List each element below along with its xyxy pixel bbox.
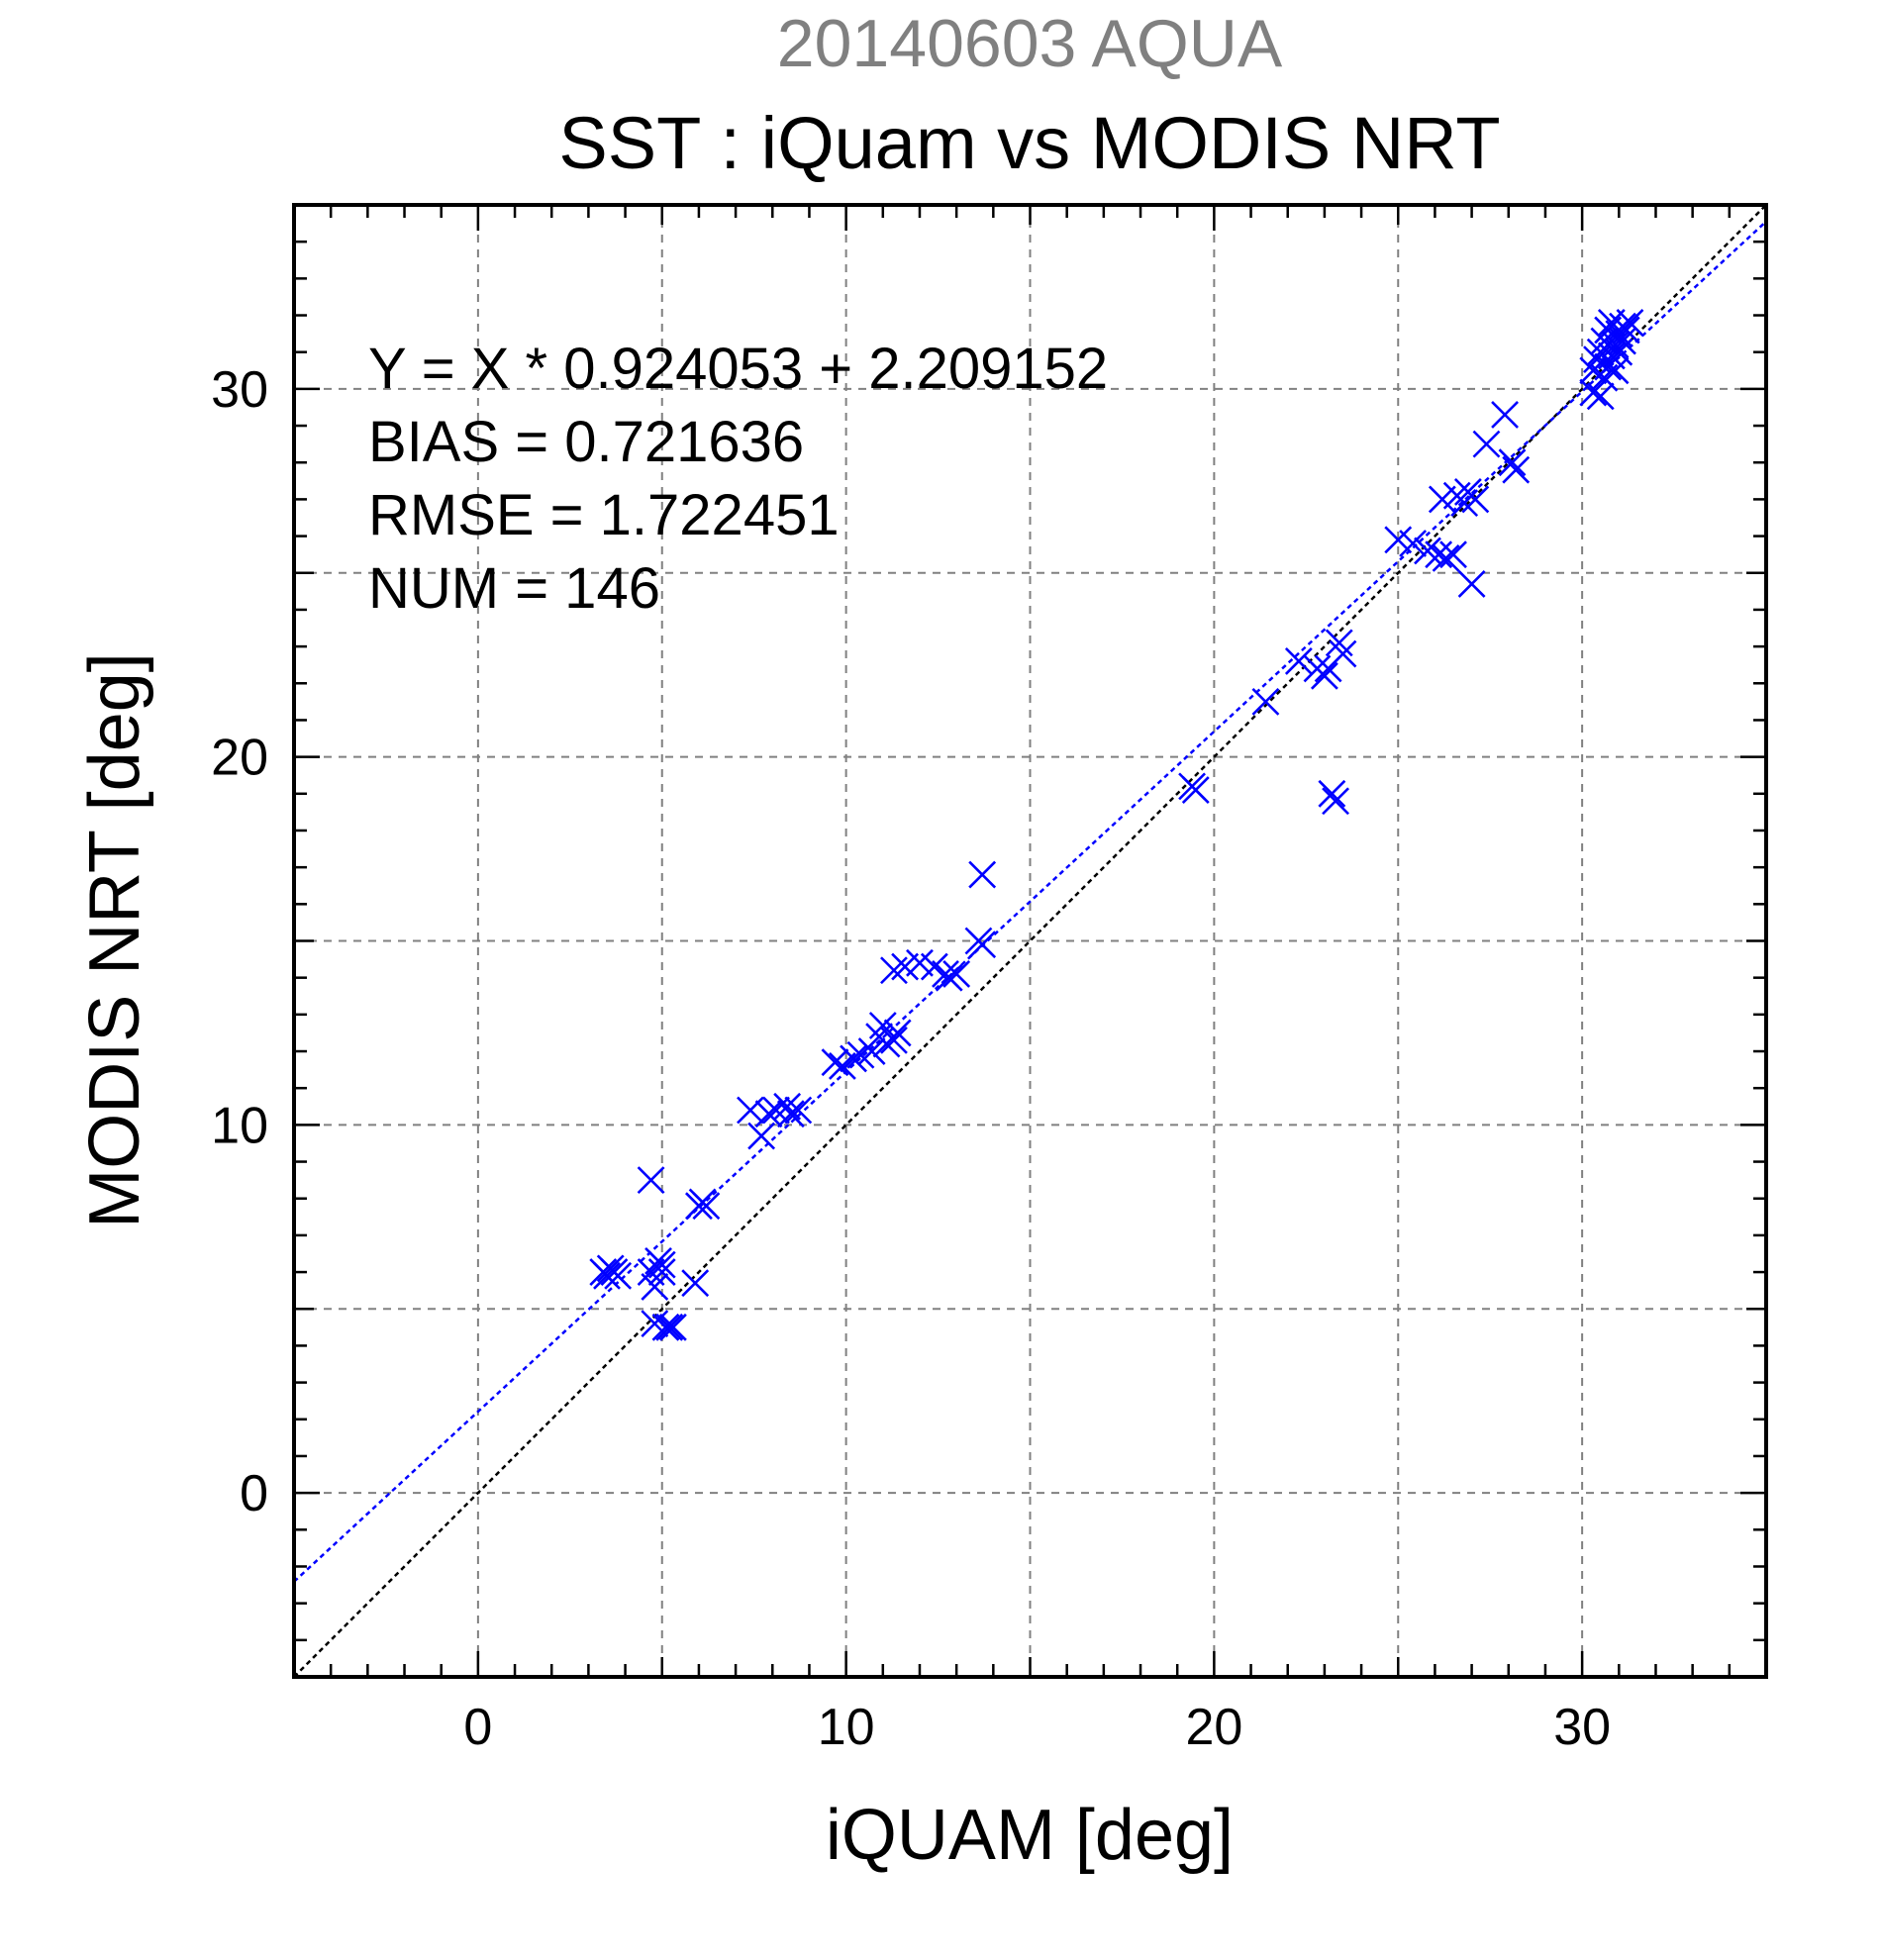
data-point	[1310, 661, 1338, 690]
data-point	[692, 1192, 721, 1221]
data-points	[589, 309, 1644, 1341]
data-point	[647, 1258, 676, 1286]
data-point	[747, 1122, 776, 1150]
data-point	[647, 1250, 676, 1279]
data-point	[1181, 776, 1210, 805]
bias-value: BIAS = 0.721636	[368, 410, 804, 474]
data-point	[1450, 489, 1479, 518]
data-point	[883, 1019, 912, 1047]
data-point	[1457, 569, 1486, 598]
data-point	[1579, 378, 1608, 407]
data-point	[1491, 400, 1519, 429]
y-axis-label: MODIS NRT [deg]	[75, 652, 154, 1228]
data-point	[1414, 537, 1441, 565]
data-point	[1472, 430, 1501, 458]
plot-frame	[292, 203, 1768, 1679]
annotations: Y = X * 0.924053 + 2.209152 BIAS = 0.721…	[368, 337, 1108, 621]
data-point	[641, 1273, 669, 1301]
data-point	[1498, 448, 1527, 477]
data-point	[1284, 647, 1313, 675]
data-point	[1432, 543, 1460, 572]
data-point	[840, 1044, 867, 1073]
data-point	[880, 956, 908, 985]
data-point	[942, 960, 971, 988]
count-value: NUM = 146	[368, 556, 660, 621]
data-point	[1612, 316, 1640, 344]
data-point	[1601, 356, 1630, 385]
data-point	[968, 860, 997, 889]
y-tick-label: 0	[240, 1465, 268, 1522]
data-point	[658, 1313, 687, 1341]
data-point	[773, 1092, 802, 1121]
data-point	[1399, 530, 1428, 557]
data-point	[784, 1096, 813, 1125]
data-point	[593, 1261, 621, 1290]
data-point	[935, 963, 963, 992]
y-tick-label: 20	[211, 730, 268, 787]
data-point	[1605, 338, 1634, 366]
fit-line	[294, 220, 1766, 1583]
rmse-value: RMSE = 1.722451	[368, 483, 840, 547]
data-point	[1586, 382, 1615, 411]
grid	[294, 205, 1766, 1677]
data-point	[868, 1012, 897, 1039]
data-point	[1601, 331, 1630, 359]
data-point	[857, 1037, 886, 1065]
data-point	[1439, 540, 1467, 569]
minor-ticks	[292, 203, 1768, 1679]
data-point	[1325, 629, 1353, 657]
data-point	[776, 1100, 805, 1128]
data-point	[880, 1026, 908, 1054]
data-point	[1318, 779, 1346, 808]
data-point	[1425, 540, 1453, 569]
data-point	[1502, 455, 1531, 484]
data-point	[1322, 787, 1349, 816]
data-point	[1329, 639, 1357, 668]
y-tick-label: 10	[211, 1097, 268, 1154]
data-point	[655, 1313, 684, 1341]
y-tick-label: 30	[211, 361, 268, 419]
fit-equation: Y = X * 0.924053 + 2.209152	[368, 337, 1108, 401]
data-point	[754, 1100, 783, 1128]
data-point	[1609, 327, 1636, 355]
data-point	[604, 1261, 633, 1290]
x-tick-label: 30	[1553, 1699, 1611, 1756]
x-tick-label: 0	[463, 1699, 492, 1756]
data-point	[821, 1048, 849, 1077]
chart-title: 20140603 AQUA	[777, 6, 1283, 81]
data-point	[968, 931, 997, 959]
x-tick-label: 20	[1185, 1699, 1242, 1756]
data-point	[1594, 352, 1623, 381]
data-point	[1461, 485, 1490, 514]
x-tick-label: 10	[818, 1699, 875, 1756]
chart-subtitle: SST : iQuam vs MODIS NRT	[558, 102, 1500, 184]
data-point	[651, 1313, 680, 1341]
data-point	[1251, 687, 1280, 716]
x-axis-label: iQUAM [deg]	[826, 1796, 1234, 1875]
data-point	[1616, 309, 1644, 337]
x-tick-labels: 0 10 20 30	[463, 1699, 1611, 1756]
reference-lines	[294, 205, 1766, 1677]
y-tick-labels: 0 10 20 30	[211, 361, 268, 1522]
data-point	[637, 1166, 665, 1195]
data-point	[737, 1096, 764, 1125]
data-point	[681, 1269, 710, 1298]
